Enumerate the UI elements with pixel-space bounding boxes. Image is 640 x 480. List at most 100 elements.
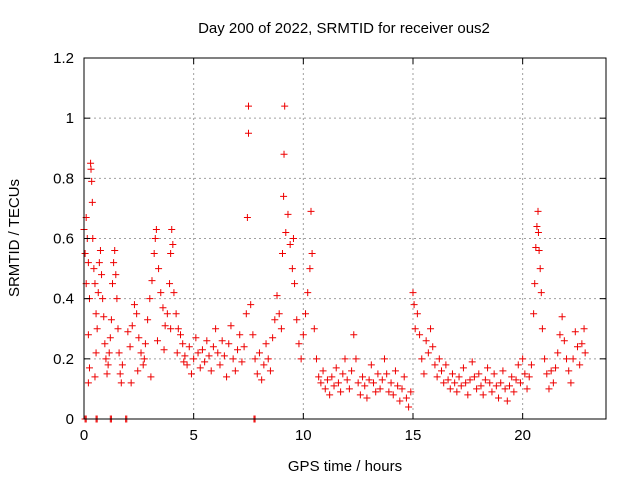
data-point — [110, 259, 118, 267]
data-point — [427, 325, 435, 333]
data-point — [133, 310, 141, 318]
data-point — [155, 265, 163, 273]
data-point — [172, 310, 180, 318]
data-point — [240, 343, 248, 351]
y-tick-label: 0 — [66, 411, 74, 428]
data-point — [216, 361, 224, 369]
data-point — [326, 391, 334, 399]
data-point — [201, 358, 209, 366]
data-point — [495, 394, 503, 402]
data-point — [332, 364, 340, 372]
data-point — [389, 391, 397, 399]
data-point — [92, 310, 100, 318]
x-tick-label: 20 — [514, 427, 531, 444]
data-point — [323, 376, 331, 384]
data-point — [554, 349, 562, 357]
data-point — [345, 385, 353, 393]
data-point — [244, 102, 252, 110]
data-point — [150, 250, 158, 258]
data-point — [448, 370, 456, 378]
data-point — [512, 376, 520, 384]
data-point — [455, 373, 463, 381]
data-point — [446, 385, 454, 393]
data-point — [370, 379, 378, 387]
data-point — [181, 352, 189, 360]
data-point — [398, 385, 406, 393]
data-point — [466, 376, 474, 384]
data-point — [411, 325, 419, 333]
data-point — [464, 391, 472, 399]
data-point — [405, 403, 413, 411]
y-tick-label: 0.2 — [53, 351, 74, 368]
data-point — [537, 289, 545, 297]
data-point — [247, 301, 255, 309]
data-point — [192, 334, 200, 342]
data-point — [152, 225, 160, 233]
data-point — [117, 379, 125, 387]
data-point — [578, 340, 586, 348]
data-point — [431, 361, 439, 369]
data-point — [124, 328, 132, 336]
data-point — [166, 280, 174, 288]
data-point — [177, 331, 185, 339]
data-point — [269, 334, 277, 342]
data-point — [442, 361, 450, 369]
y-tick-label: 0.6 — [53, 231, 74, 248]
data-point — [198, 346, 206, 354]
x-axis-label: GPS time / hours — [288, 458, 402, 475]
data-point — [387, 379, 395, 387]
data-point — [473, 385, 481, 393]
data-point — [180, 358, 188, 366]
data-point — [535, 247, 543, 255]
data-point — [374, 370, 382, 378]
data-point — [413, 310, 421, 318]
data-point — [352, 355, 360, 363]
data-point — [282, 228, 290, 236]
data-point — [488, 388, 496, 396]
data-point — [126, 343, 134, 351]
data-point — [429, 343, 437, 351]
data-point — [93, 325, 101, 333]
data-point — [99, 295, 107, 303]
data-point — [481, 376, 489, 384]
data-point — [107, 316, 115, 324]
data-point — [380, 355, 388, 363]
data-point — [378, 376, 386, 384]
data-point — [218, 337, 226, 345]
data-point — [571, 328, 579, 336]
data-point — [339, 370, 347, 378]
data-point — [84, 379, 92, 387]
data-point — [580, 325, 588, 333]
data-point — [262, 340, 270, 348]
data-point — [558, 313, 566, 321]
data-point — [253, 370, 261, 378]
data-point — [547, 367, 555, 375]
data-point — [229, 355, 237, 363]
data-point — [581, 349, 589, 357]
data-point — [134, 367, 142, 375]
data-point — [341, 355, 349, 363]
data-point — [205, 352, 213, 360]
data-point — [91, 373, 99, 381]
x-axis-ticks: 0 5 10 15 20 — [80, 58, 531, 444]
data-point — [114, 325, 122, 333]
data-point — [367, 361, 375, 369]
data-point — [243, 213, 251, 221]
data-point — [106, 334, 114, 342]
data-point — [541, 355, 549, 363]
data-point — [94, 289, 102, 297]
data-point — [354, 379, 362, 387]
data-point — [103, 370, 111, 378]
data-point — [277, 325, 285, 333]
data-point — [308, 250, 316, 258]
data-point — [281, 102, 289, 110]
data-point — [420, 370, 428, 378]
data-point — [139, 361, 147, 369]
data-point — [160, 346, 168, 354]
data-point — [140, 355, 148, 363]
data-point — [348, 367, 356, 375]
data-point — [98, 271, 106, 279]
data-point — [173, 349, 181, 357]
data-point — [556, 331, 564, 339]
